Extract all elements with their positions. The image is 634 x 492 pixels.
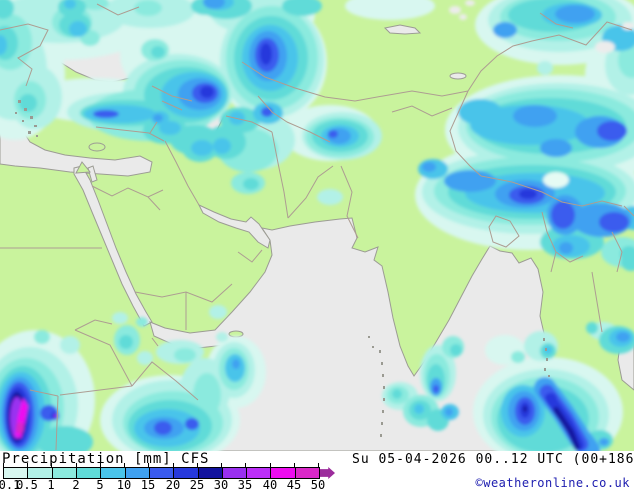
scale-tick: [173, 463, 174, 467]
scale-segment: [197, 468, 222, 478]
scale-segment: [51, 468, 76, 478]
scale-tick: [221, 463, 222, 467]
scale-tick: [197, 463, 198, 467]
scale-segment: [148, 468, 174, 478]
precip-light-gap: [543, 172, 569, 188]
scale-label: 0.5: [16, 478, 38, 492]
scale-tick: [124, 463, 125, 467]
scale-label: 25: [189, 478, 205, 492]
scale-segment: [221, 468, 247, 478]
scale-label: 10: [116, 478, 132, 492]
scale-tick: [3, 463, 4, 467]
scale-segment: [246, 468, 271, 478]
scale-tick: [100, 463, 101, 467]
scale-segment: [75, 468, 101, 478]
scale-label: 45: [286, 478, 302, 492]
scale-label: 5: [96, 478, 104, 492]
scale-segment: [270, 468, 295, 478]
precip-level-45: [16, 422, 24, 434]
color-scale-labels: 0.1 0.5 1 2 5 10 15 20 25 30 35 40 45 50: [0, 478, 343, 492]
scale-label: 35: [237, 478, 253, 492]
scale-segment: [4, 468, 28, 478]
scale-segment: [124, 468, 149, 478]
scale-segment: [27, 468, 52, 478]
scale-label: 20: [165, 478, 181, 492]
scale-segment: [294, 468, 320, 478]
forecast-datetime: Su 05-04-2026 00..12 UTC (00+186): [352, 452, 634, 467]
small-islands-layer: [15, 100, 550, 437]
copyright-link[interactable]: ©weatheronline.co.uk: [475, 476, 630, 490]
scale-tick: [27, 463, 28, 467]
scale-tick: [318, 463, 319, 467]
weather-map: [0, 0, 634, 451]
scale-label: 0.1: [0, 478, 21, 492]
scale-tick: [148, 463, 149, 467]
scale-label: 30: [213, 478, 229, 492]
scale-label: 1: [47, 478, 55, 492]
color-scale-bar: [3, 467, 320, 479]
color-scale-ticks: [3, 463, 320, 467]
scale-tick: [270, 463, 271, 467]
scale-label: 50: [310, 478, 326, 492]
legend-strip: Precipitation [mm] CFS Su 05-04-2026 00.…: [0, 451, 634, 492]
border-layer: [0, 3, 634, 451]
scale-tick: [294, 463, 295, 467]
scale-segment: [100, 468, 125, 478]
precipitation-layer: [0, 0, 634, 451]
legend-title: Precipitation [mm] CFS: [2, 451, 210, 467]
scale-label: 15: [140, 478, 156, 492]
scale-label: 40: [262, 478, 278, 492]
scale-segment: [173, 468, 198, 478]
scale-tick: [76, 463, 77, 467]
precipitation-map-canvas: [0, 0, 634, 451]
color-scale-overflow-arrow: [320, 467, 335, 479]
scale-tick: [51, 463, 52, 467]
scale-tick: [245, 463, 246, 467]
scale-label: 2: [72, 478, 80, 492]
